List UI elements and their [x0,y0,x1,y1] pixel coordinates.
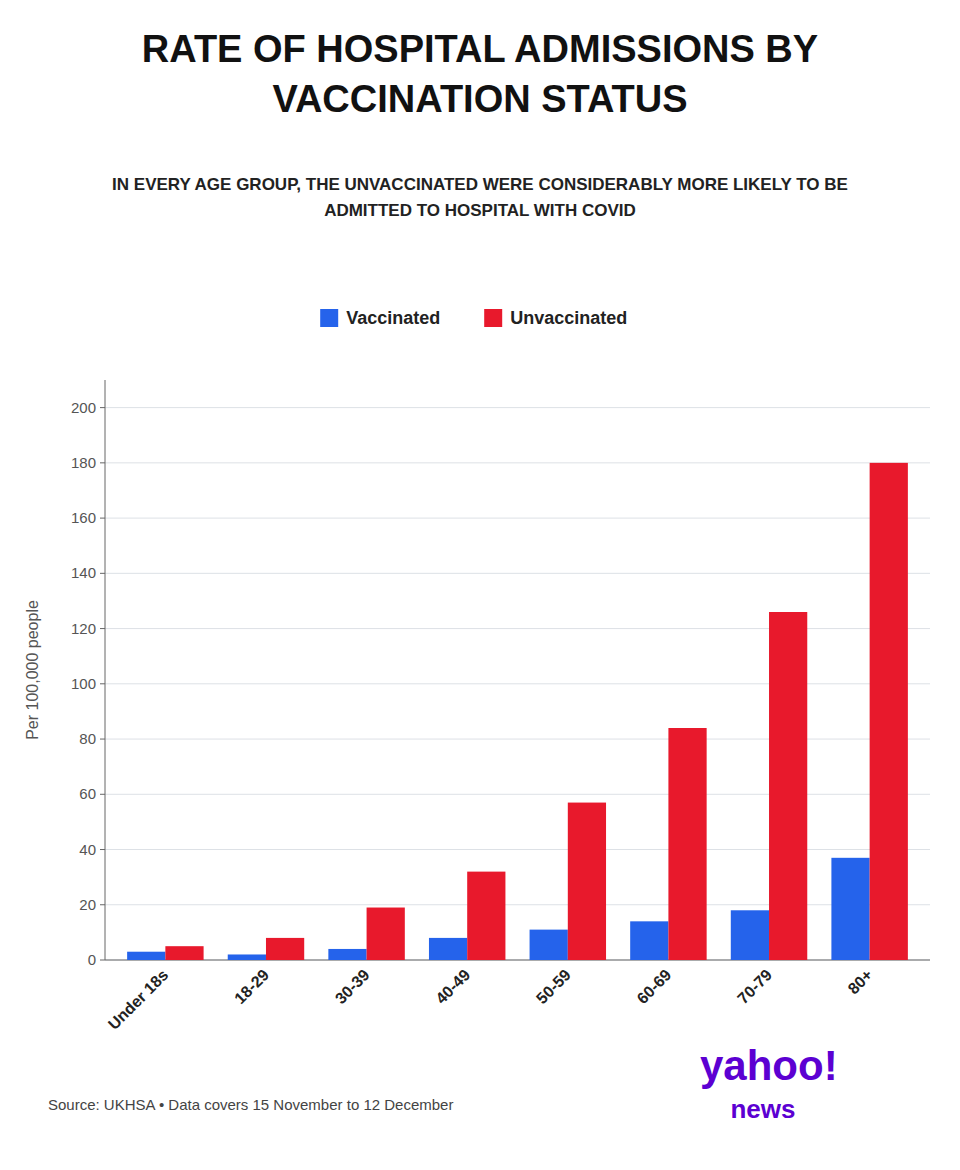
bar [831,858,869,960]
y-tick-label: 40 [79,841,96,858]
grid-line [105,573,930,574]
bar [769,612,807,960]
y-tick [100,960,105,961]
x-tick-label: Under 18s [105,966,172,1033]
chart: RATE OF HOSPITAL ADMISSIONS BY VACCINATIO… [0,0,960,1170]
y-tick-label: 80 [79,730,96,747]
grid-line [105,518,930,519]
legend-swatch [320,309,338,327]
subtitle-line: ADMITTED TO HOSPITAL WITH COVID [324,201,636,220]
y-tick [100,794,105,795]
bar [266,938,304,960]
y-tick [100,462,105,463]
y-tick-label: 0 [88,951,96,968]
y-tick [100,628,105,629]
title-line: RATE OF HOSPITAL ADMISSIONS BY [142,28,818,70]
x-tick-label: 50-59 [533,966,574,1007]
subtitle-line: IN EVERY AGE GROUP, THE UNVACCINATED WER… [112,175,848,194]
y-tick [100,518,105,519]
y-tick [100,849,105,850]
legend-label: Unvaccinated [510,308,627,328]
legend-label: Vaccinated [346,308,440,328]
bar [127,952,165,960]
y-tick-label: 140 [71,564,96,581]
grid [105,408,930,960]
bar [668,728,706,960]
x-tick-label: 30-39 [332,966,373,1007]
x-tick-label: 60-69 [634,966,675,1007]
x-tick-label: 70-79 [734,966,775,1007]
bar [870,463,908,960]
grid-line [105,462,930,463]
y-tick-label: 120 [71,620,96,637]
y-tick-label: 160 [71,509,96,526]
logo-sub: news [730,1094,795,1124]
y-tick [100,739,105,740]
y-tick [100,407,105,408]
bars [127,463,908,960]
bar [228,954,266,960]
bar [731,910,769,960]
y-tick-label: 60 [79,785,96,802]
bar [429,938,467,960]
y-tick [100,904,105,905]
source: Source: UKHSA • Data covers 15 November … [48,1096,453,1113]
y-tick [100,683,105,684]
bar [467,872,505,960]
bar [630,921,668,960]
x-tick-label: 18-29 [231,966,272,1007]
y-tick-label: 100 [71,675,96,692]
bar [165,946,203,960]
bar [367,908,405,960]
bar [530,930,568,960]
y-tick-label: 200 [71,399,96,416]
bar [568,803,606,960]
logo: yahoo! [700,1042,838,1089]
grid-line [105,407,930,408]
y-tick-label: 180 [71,454,96,471]
y-axis-label: Per 100,000 people [24,600,41,740]
y-tick-label: 20 [79,896,96,913]
legend-swatch [484,309,502,327]
legend: Vaccinated Unvaccinated [320,308,627,328]
x-tick-label: 40-49 [432,966,473,1007]
title-line: VACCINATION STATUS [272,78,687,120]
subtitle: IN EVERY AGE GROUP, THE UNVACCINATED WER… [112,175,848,220]
y-axis-line [105,380,106,960]
x-tick-label: 80+ [845,966,876,997]
y-tick [100,573,105,574]
title: RATE OF HOSPITAL ADMISSIONS BY VACCINATIO… [142,28,818,120]
bar [328,949,366,960]
